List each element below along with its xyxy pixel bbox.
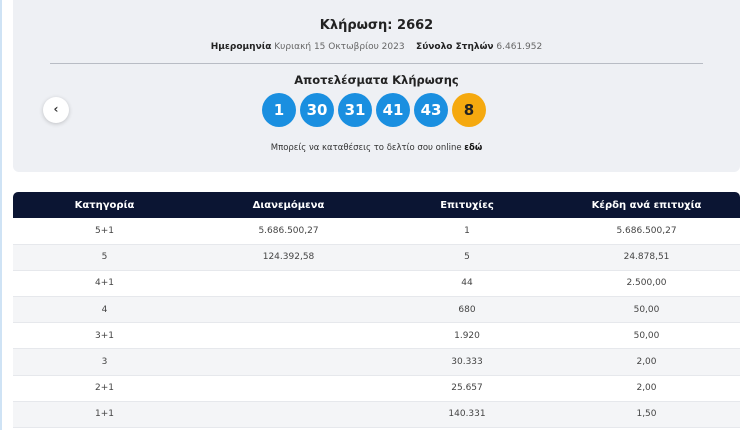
- distributed-cell: [196, 270, 381, 298]
- winners-cell: 1: [381, 218, 553, 245]
- category-cell: 5: [13, 244, 196, 271]
- online-text: Μπορείς να καταθέσεις το δελτίο σου onli…: [270, 143, 462, 153]
- table-row: 2+1 25.657 2,00: [13, 375, 740, 402]
- category-cell: 1+1: [13, 401, 196, 429]
- category-cell: 5+1: [13, 218, 196, 245]
- winners-cell: 680: [381, 296, 553, 324]
- winners-cell: 44: [381, 270, 553, 298]
- columns-label: Σύνολο Στηλών: [416, 42, 494, 52]
- table-row: 4+1 44 2.500,00: [13, 270, 740, 298]
- distributed-cell: 124.392,58: [196, 244, 381, 271]
- previous-draw-button[interactable]: ‹: [43, 97, 69, 123]
- distributed-cell: [196, 348, 381, 376]
- header-category: Κατηγορία: [13, 192, 196, 218]
- winners-cell: 30.333: [381, 348, 553, 376]
- header-prize: Κέρδη ανά επιτυχία: [553, 192, 740, 218]
- distributed-cell: [196, 401, 381, 429]
- distributed-cell: [196, 322, 381, 350]
- draw-meta: Ημερομηνία Κυριακή 15 Οκτωβρίου 2023 Σύν…: [13, 42, 740, 52]
- distributed-cell: [196, 375, 381, 402]
- table-row: 4 680 50,00: [13, 296, 740, 324]
- winners-cell: 5: [381, 244, 553, 271]
- table-header: Κατηγορία Διανεμόμενα Επιτυχίες Κέρδη αν…: [13, 192, 740, 218]
- category-cell: 3+1: [13, 322, 196, 350]
- columns-value: 6.461.952: [496, 42, 543, 52]
- divider: [50, 63, 703, 64]
- header-distributed: Διανεμόμενα: [196, 192, 381, 218]
- prize-cell: 2,00: [553, 348, 740, 376]
- prize-cell: 2.500,00: [553, 270, 740, 298]
- category-cell: 2+1: [13, 375, 196, 402]
- prize-cell: 24.878,51: [553, 244, 740, 271]
- joker-ball: 8: [452, 93, 486, 127]
- prize-cell: 5.686.500,27: [553, 218, 740, 245]
- header-winners: Επιτυχίες: [381, 192, 553, 218]
- number-ball: 1: [262, 93, 296, 127]
- winning-numbers: 1 30 31 41 43 8: [262, 93, 486, 127]
- category-cell: 4+1: [13, 270, 196, 298]
- prize-cell: 2,00: [553, 375, 740, 402]
- winners-cell: 25.657: [381, 375, 553, 402]
- table-row: 1+1 140.331 1,50: [13, 401, 740, 429]
- online-link[interactable]: εδώ: [464, 143, 483, 153]
- prize-cell: 1,50: [553, 401, 740, 429]
- table-row: 5 124.392,58 5 24.878,51: [13, 244, 740, 271]
- online-note: Μπορείς να καταθέσεις το δελτίο σου onli…: [13, 143, 740, 153]
- distributed-cell: [196, 296, 381, 324]
- date-label: Ημερομηνία: [210, 42, 272, 52]
- prize-table: Κατηγορία Διανεμόμενα Επιτυχίες Κέρδη αν…: [13, 192, 740, 429]
- table-row: 3 30.333 2,00: [13, 348, 740, 376]
- number-ball: 43: [414, 93, 448, 127]
- draw-card: Κλήρωση: 2662 Ημερομηνία Κυριακή 15 Οκτω…: [13, 0, 740, 172]
- distributed-cell: 5.686.500,27: [196, 218, 381, 245]
- left-edge: [0, 0, 2, 430]
- chevron-left-icon: ‹: [53, 102, 59, 116]
- draw-date: Κυριακή 15 Οκτωβρίου 2023: [274, 42, 405, 52]
- prize-cell: 50,00: [553, 296, 740, 324]
- winners-cell: 1.920: [381, 322, 553, 350]
- category-cell: 3: [13, 348, 196, 376]
- category-cell: 4: [13, 296, 196, 324]
- number-ball: 31: [338, 93, 372, 127]
- prize-cell: 50,00: [553, 322, 740, 350]
- draw-title: Κλήρωση: 2662: [319, 18, 434, 33]
- results-title: Αποτελέσματα Κλήρωσης: [294, 73, 459, 87]
- winners-cell: 140.331: [381, 401, 553, 429]
- table-row: 5+1 5.686.500,27 1 5.686.500,27: [13, 218, 740, 245]
- table-row: 3+1 1.920 50,00: [13, 322, 740, 350]
- number-ball: 41: [376, 93, 410, 127]
- number-ball: 30: [300, 93, 334, 127]
